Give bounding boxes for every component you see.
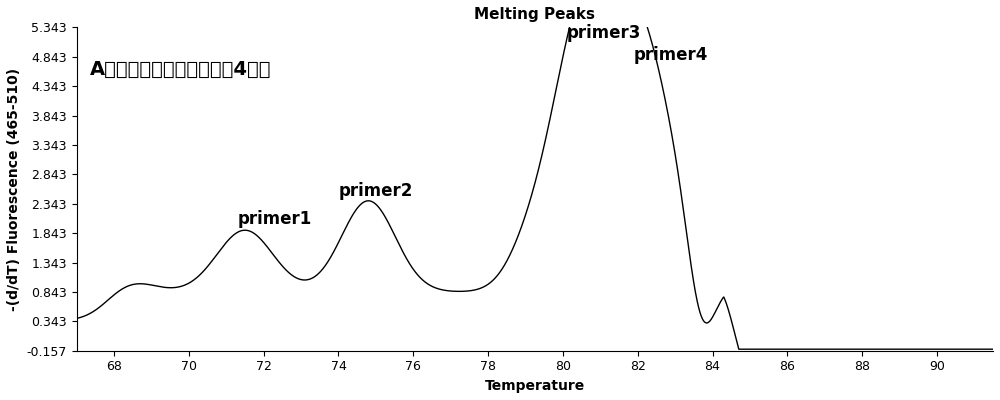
Text: primer4: primer4: [634, 46, 708, 64]
Y-axis label: -(d/dT) Fluorescence (465-510): -(d/dT) Fluorescence (465-510): [7, 68, 21, 310]
X-axis label: Temperature: Temperature: [485, 379, 585, 393]
Title: Melting Peaks: Melting Peaks: [474, 7, 595, 22]
Text: primer2: primer2: [338, 182, 413, 200]
Text: primer1: primer1: [237, 210, 312, 228]
Text: primer3: primer3: [567, 24, 641, 42]
Text: A体系中，滩羊阳性样品共4个峰: A体系中，滩羊阳性样品共4个峰: [90, 60, 272, 79]
